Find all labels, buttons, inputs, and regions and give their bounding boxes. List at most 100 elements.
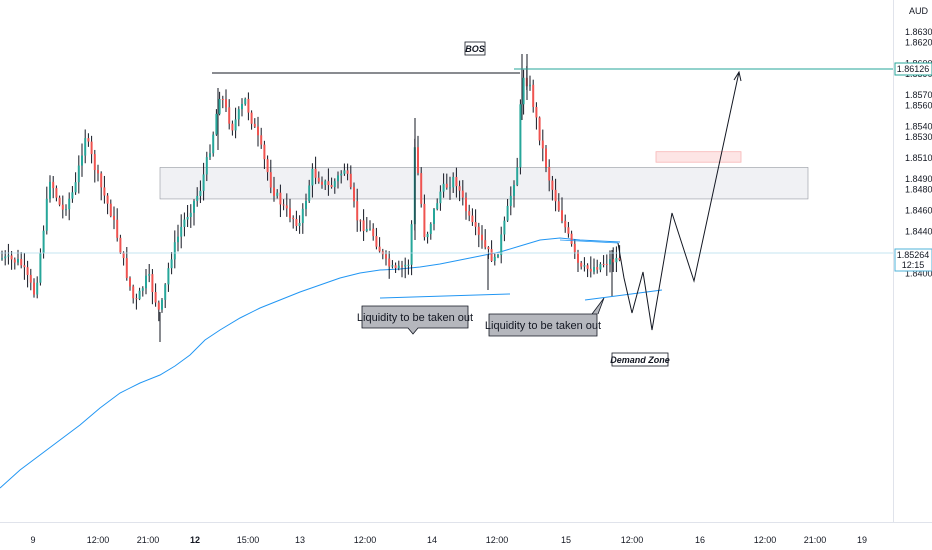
liquidity-callout-1 (361, 305, 469, 335)
time-tick-label: 12 (190, 535, 200, 545)
candle-down (561, 210, 563, 221)
candle-up (164, 284, 167, 300)
demand-label-box (611, 352, 669, 367)
candle-down (260, 135, 263, 145)
bos-label-box (464, 41, 486, 56)
candle-up (609, 259, 611, 265)
candle-down (567, 227, 570, 234)
price-tick-label: 1.84600 (905, 206, 932, 216)
candle-down (225, 99, 227, 108)
candle-up (365, 228, 368, 231)
candle-up (4, 256, 7, 259)
candle-up (180, 226, 183, 237)
candle-down (221, 98, 224, 100)
price-tick-label: 1.86300 (905, 27, 932, 37)
candle-down (541, 140, 544, 149)
demand-zone-label: Demand Zone (610, 355, 670, 365)
candle-up (170, 259, 173, 269)
candle-down (314, 168, 317, 178)
candle-down (362, 220, 365, 231)
candle-up (173, 242, 176, 260)
candle-up (237, 109, 240, 120)
candle-up (452, 176, 455, 188)
candle-up (513, 184, 515, 196)
candle-up (42, 230, 45, 254)
candle-up (183, 219, 186, 227)
price-tick-label: 1.84800 (905, 185, 932, 195)
candle-down (61, 204, 64, 210)
candle-down (417, 147, 419, 174)
candle-down (353, 187, 355, 202)
candle-down (321, 181, 323, 185)
candle-down (269, 172, 272, 188)
candle-down (461, 190, 464, 198)
candle-up (74, 182, 77, 193)
time-tick-label: 13 (295, 535, 305, 545)
candle-up (433, 209, 435, 225)
candle-down (557, 201, 560, 211)
candle-up (298, 222, 301, 227)
candle-up (241, 103, 243, 110)
candle-down (580, 262, 583, 267)
candle-up (68, 198, 71, 210)
candle-up (305, 200, 307, 209)
candle-up (493, 256, 496, 261)
candle-down (490, 249, 493, 261)
candle-down (26, 267, 29, 275)
candle-down (394, 265, 397, 269)
candle-down (125, 258, 128, 278)
candle-down (247, 98, 250, 113)
candle-up (407, 264, 410, 266)
candle-down (551, 180, 554, 190)
candle-up (497, 254, 499, 257)
candle-down (285, 205, 288, 209)
candle-up (186, 216, 189, 220)
candle-down (445, 183, 448, 188)
candle-up (84, 138, 87, 156)
time-tick-label: 15 (561, 535, 571, 545)
resistance-line (559, 239, 619, 244)
candle-down (58, 197, 61, 205)
candle-down (151, 274, 154, 293)
candle-down (538, 117, 541, 141)
candle-down (29, 274, 32, 283)
candle-up (529, 84, 531, 87)
time-axis-ticks: 9 12:00 21:00 12 15:00 13 12:00 14 12:00 15 12:00 1… (30, 535, 867, 545)
candle-up (167, 268, 170, 285)
time-tick-label: 21:00 (804, 535, 827, 545)
candle-up (234, 119, 237, 131)
candle-down (23, 265, 26, 268)
candle-down (346, 170, 349, 174)
candle-down (113, 215, 115, 220)
candle-down (52, 181, 55, 189)
candle-down (545, 148, 547, 168)
candle-up (426, 233, 429, 238)
price-tick-label: 1.86200 (905, 38, 932, 48)
candle-down (129, 277, 131, 287)
candle-up (145, 275, 147, 289)
moving-average-layer (0, 237, 621, 489)
price-tick-label: 1.85300 (905, 132, 932, 142)
candle-up (218, 98, 221, 114)
time-tick-label: 12:00 (354, 535, 377, 545)
price-tick-label: 1.84400 (905, 227, 932, 237)
candle-up (199, 190, 202, 196)
candle-down (612, 259, 615, 263)
candle-up (324, 181, 327, 185)
candle-down (378, 246, 381, 252)
price-tag-value: 1.86126 (897, 64, 930, 74)
candle-down (103, 187, 106, 196)
candle-up (17, 258, 19, 263)
candle-up (311, 168, 314, 186)
candle-up (189, 212, 192, 217)
time-tick-label: 12:00 (486, 535, 509, 545)
time-tick-label: 16 (695, 535, 705, 545)
time-tick-label: 12:00 (621, 535, 644, 545)
candle-up (209, 153, 211, 158)
liquidity-callout-2 (488, 297, 605, 337)
candle-down (295, 219, 298, 227)
moving-average-line (0, 237, 621, 489)
candle-up (333, 181, 336, 188)
candle-up (276, 192, 279, 196)
